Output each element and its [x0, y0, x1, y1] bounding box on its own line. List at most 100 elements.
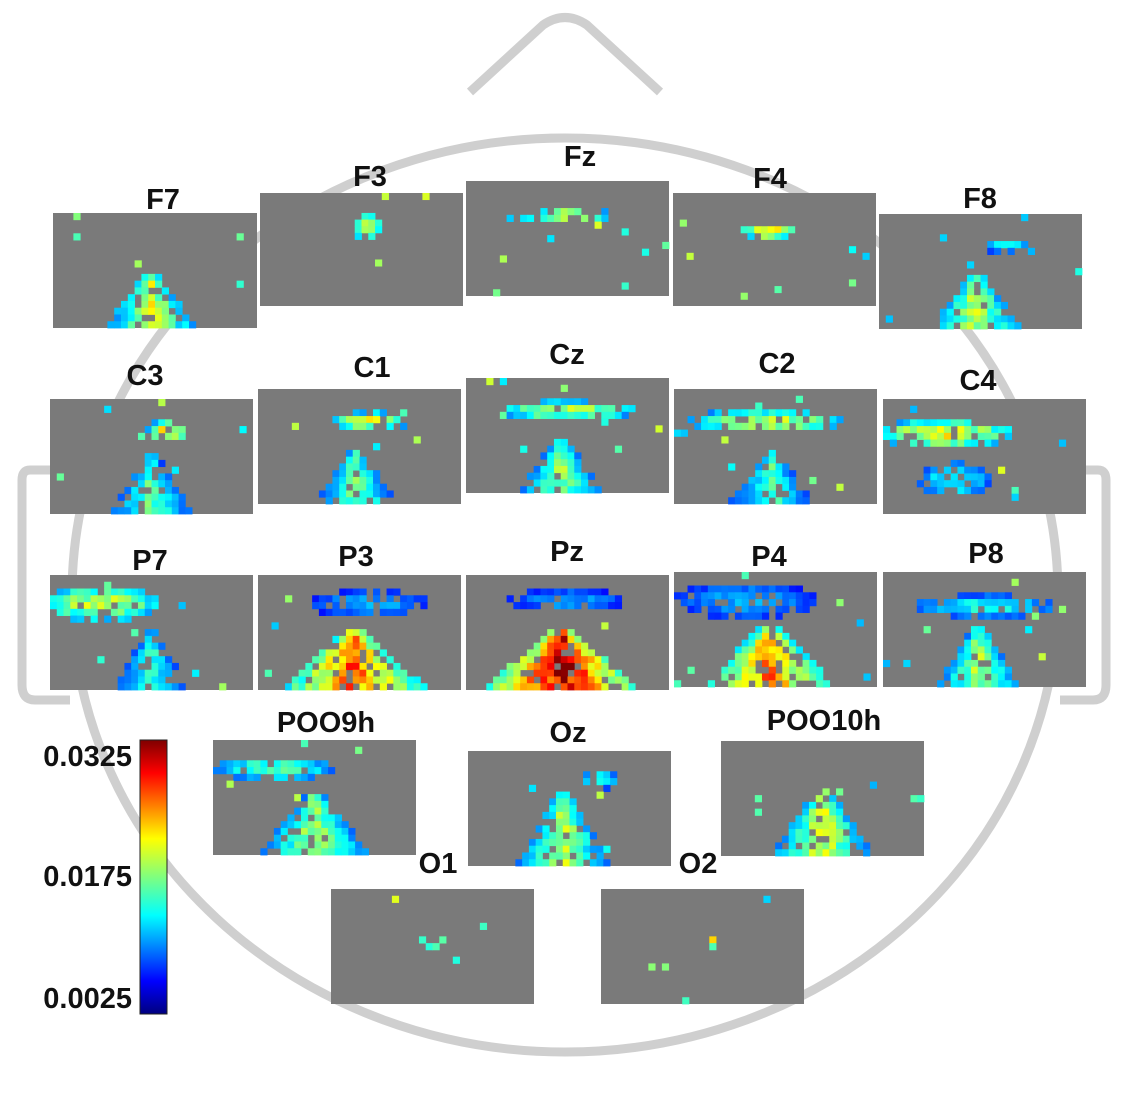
activation-pixel — [300, 773, 309, 781]
activation-pixel — [73, 233, 81, 241]
activation-pixel — [535, 845, 543, 853]
activation-pixel — [601, 418, 609, 426]
activation-pixel — [574, 411, 582, 419]
activation-pixel — [641, 248, 650, 256]
activation-pixel — [359, 602, 367, 610]
activation-pixel — [540, 214, 548, 222]
activation-pixel — [977, 646, 985, 654]
activation-pixel — [795, 815, 803, 823]
activation-pixel — [406, 602, 415, 610]
activation-pixel — [977, 639, 985, 647]
activation-pixel — [788, 828, 796, 837]
activation-pixel — [560, 629, 568, 637]
activation-pixel — [233, 767, 241, 775]
activation-pixel — [560, 214, 568, 222]
activation-pixel — [528, 845, 537, 853]
channel-label-cz: Cz — [549, 339, 584, 371]
activation-pixel — [341, 834, 349, 842]
activation-pixel — [782, 639, 790, 647]
activation-pixel — [973, 274, 981, 283]
activation-pixel — [124, 500, 132, 508]
activation-pixel — [953, 315, 961, 323]
activation-pixel — [121, 314, 129, 322]
activation-pixel — [581, 588, 589, 596]
activation-pixel — [970, 439, 979, 447]
activation-pixel — [842, 835, 850, 843]
activation-pixel — [594, 221, 602, 229]
activation-pixel — [291, 422, 299, 430]
activation-pixel — [158, 500, 166, 508]
activation-pixel — [614, 445, 623, 453]
activation-pixel — [321, 821, 329, 829]
activation-pixel — [560, 398, 568, 406]
activation-pixel — [734, 680, 743, 688]
activation-pixel — [755, 409, 763, 417]
activation-pixel — [375, 219, 383, 227]
activation-pixel — [535, 852, 543, 860]
activation-pixel — [687, 666, 695, 674]
activation-pixel — [596, 852, 604, 860]
activation-pixel — [781, 226, 789, 234]
activation-pixel — [574, 588, 582, 596]
activation-pixel — [984, 473, 992, 481]
activation-pixel — [755, 490, 763, 498]
activation-pixel — [601, 669, 609, 677]
activation-pixel — [321, 760, 329, 768]
activation-pixel — [728, 666, 736, 674]
activation-pixel — [594, 486, 602, 494]
activation-pixel — [748, 490, 756, 498]
activation-pixel — [977, 473, 985, 481]
activation-pixel — [393, 676, 401, 684]
activation-pixel — [555, 791, 564, 799]
activation-pixel — [707, 416, 715, 424]
activation-pixel — [375, 259, 383, 267]
activation-pixel — [782, 422, 790, 430]
activation-pixel — [151, 480, 159, 488]
activation-pixel — [930, 605, 938, 613]
activation-pixel — [576, 811, 584, 820]
activation-pixel — [137, 676, 146, 684]
activation-pixel — [680, 592, 688, 600]
activation-pixel — [923, 419, 931, 427]
activation-pixel — [547, 411, 555, 419]
activation-pixel — [721, 436, 729, 444]
activation-pixel — [325, 662, 333, 671]
activation-pixel — [168, 294, 176, 302]
activation-pixel — [583, 771, 591, 779]
activation-pixel — [734, 497, 743, 505]
activation-pixel — [148, 294, 156, 302]
activation-pixel — [748, 612, 756, 620]
activation-pixel — [829, 828, 837, 837]
activation-pixel — [802, 422, 810, 430]
activation-pixel — [939, 308, 948, 316]
activation-pixel — [768, 409, 776, 417]
activation-pixel — [991, 612, 999, 620]
activation-pixel — [741, 483, 749, 491]
activation-pixel — [984, 612, 992, 620]
activation-pixel — [1011, 493, 1019, 501]
activation-pixel — [339, 476, 347, 485]
activation-pixel — [391, 895, 400, 903]
activation-pixel — [775, 476, 783, 485]
activation-pixel — [842, 842, 850, 850]
activation-pixel — [775, 409, 783, 417]
activation-pixel — [910, 405, 918, 413]
activation-pixel — [499, 683, 507, 691]
activation-pixel — [393, 602, 401, 610]
activation-pixel — [318, 595, 327, 603]
activation-pixel — [352, 422, 360, 430]
activation-pixel — [121, 321, 129, 329]
activation-pixel — [332, 676, 340, 684]
activation-pixel — [994, 247, 1002, 255]
activation-pixel — [1045, 605, 1053, 613]
activation-pixel — [795, 849, 803, 857]
activation-pixel — [339, 422, 347, 430]
channel-panel-f7: F7 — [53, 184, 257, 329]
activation-pixel — [165, 432, 173, 440]
activation-pixel — [300, 794, 309, 802]
activation-pixel — [213, 767, 221, 775]
activation-pixel — [175, 300, 183, 309]
activation-pixel — [707, 592, 715, 600]
activation-pixel — [334, 834, 342, 842]
activation-pixel — [574, 452, 582, 460]
